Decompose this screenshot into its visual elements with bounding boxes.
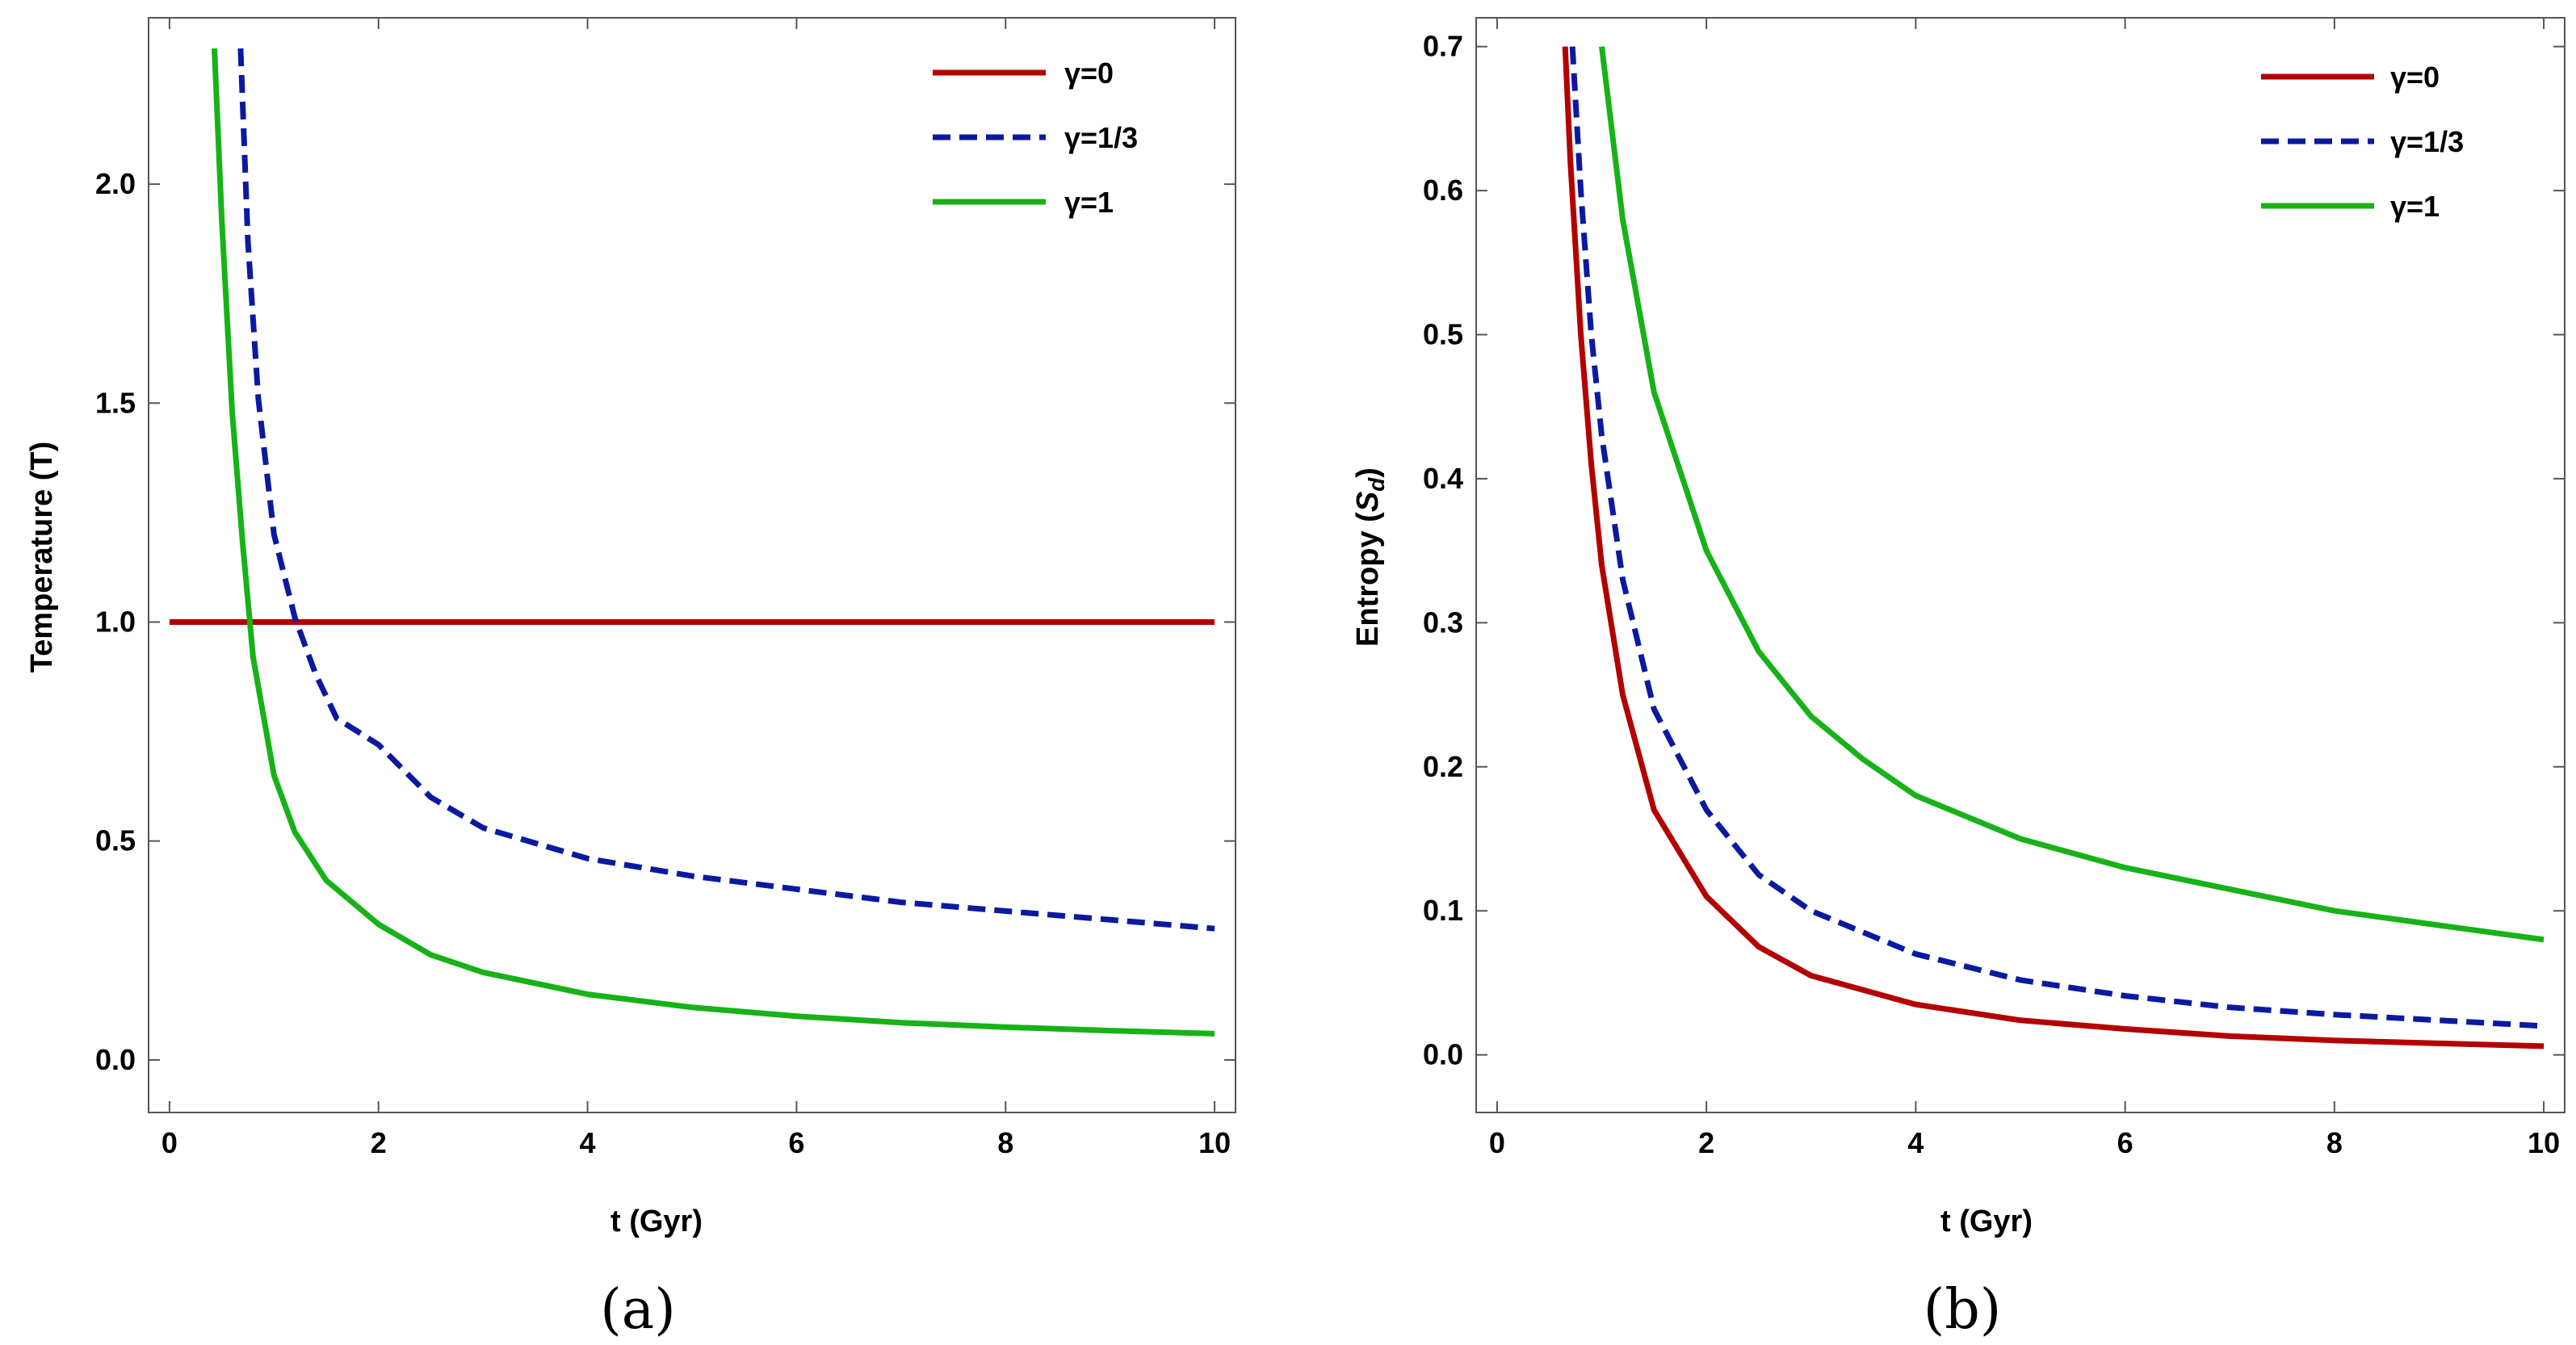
panel-caption-a: (a) xyxy=(600,1278,676,1342)
legend-label: γ=0 xyxy=(1064,57,1114,90)
x-tick-label: 0 xyxy=(162,1126,178,1159)
series-line-3 xyxy=(212,48,1215,1037)
x-tick-label: 6 xyxy=(788,1126,804,1159)
x-tick-label: 10 xyxy=(2528,1126,2560,1159)
x-tick-label: 6 xyxy=(2117,1126,2133,1159)
plot-frame xyxy=(148,17,1236,1113)
panel-b-entropy-chart: 0.0 0.1 0.2 0.3 0.4 0.5 0.6 0.7 0 2 4 6 8 10 γ=0 γ=1/… xyxy=(1351,17,2566,1342)
x-tick-label: 0 xyxy=(1489,1126,1505,1159)
y-axis-label: Temperature (T) xyxy=(25,442,59,672)
panel-caption-b: (b) xyxy=(1924,1278,2002,1342)
y-tick-label: 0.0 xyxy=(95,1043,136,1076)
y-tick-label: 1.0 xyxy=(95,605,136,639)
y-tick-label: 0.0 xyxy=(1423,1038,1463,1071)
x-tick-label: 4 xyxy=(580,1126,596,1159)
series-lines xyxy=(169,48,1215,1037)
legend-label: γ=1/3 xyxy=(1064,121,1138,154)
legend-label: γ=0 xyxy=(2390,61,2440,94)
series-lines xyxy=(1562,46,2545,1050)
legend: γ=0 γ=1/3 γ=1 xyxy=(2261,61,2464,223)
panel-a-temperature-chart: 0.0 0.5 1.0 1.5 2.0 0 2 4 6 8 10 γ=0 γ=1/3 γ=1 t (G… xyxy=(25,17,1236,1342)
x-axis-label: t (Gyr) xyxy=(610,1205,703,1238)
x-tick-label: 8 xyxy=(997,1126,1013,1159)
x-tick-label: 10 xyxy=(1198,1126,1231,1159)
y-ticks: 0.0 0.1 0.2 0.3 0.4 0.5 0.6 0.7 xyxy=(1423,30,2565,1071)
series-line-2 xyxy=(1569,46,2545,1029)
y-tick-label: 0.5 xyxy=(1423,318,1463,351)
y-axis-label: Entropy (Sd) xyxy=(1351,467,1389,647)
x-tick-label: 8 xyxy=(2326,1126,2343,1159)
y-ticks: 0.0 0.5 1.0 1.5 2.0 xyxy=(95,167,1236,1076)
plot-frame xyxy=(1475,17,2566,1113)
y-axis-label-close: ) xyxy=(1351,467,1385,478)
x-axis-label: t (Gyr) xyxy=(1940,1205,2033,1238)
y-tick-label: 0.6 xyxy=(1423,174,1463,207)
series-line-3 xyxy=(1599,46,2545,943)
y-tick-label: 0.7 xyxy=(1423,30,1463,63)
legend: γ=0 γ=1/3 γ=1 xyxy=(933,57,1138,219)
x-tick-label: 2 xyxy=(371,1126,387,1159)
legend-label: γ=1 xyxy=(1064,186,1114,219)
y-axis-label-text: Entropy ( xyxy=(1351,512,1385,647)
x-ticks: 0 2 4 6 8 10 xyxy=(1489,18,2560,1159)
y-axis-label-subscript: d xyxy=(1364,477,1389,492)
legend-label: γ=1 xyxy=(2390,190,2440,223)
x-tick-label: 4 xyxy=(1907,1126,1924,1159)
x-tick-label: 2 xyxy=(1698,1126,1714,1159)
y-tick-label: 0.2 xyxy=(1423,750,1463,783)
y-axis-label-symbol: S xyxy=(1351,492,1385,512)
y-tick-label: 0.1 xyxy=(1423,894,1463,927)
series-line-2 xyxy=(237,48,1215,932)
y-tick-label: 0.5 xyxy=(95,824,136,857)
y-tick-label: 2.0 xyxy=(95,167,136,200)
y-tick-label: 0.4 xyxy=(1423,462,1463,495)
series-line-1 xyxy=(1562,46,2545,1050)
y-tick-label: 1.5 xyxy=(95,386,136,419)
x-ticks: 0 2 4 6 8 10 xyxy=(162,18,1231,1159)
y-tick-label: 0.3 xyxy=(1423,605,1463,639)
legend-label: γ=1/3 xyxy=(2390,125,2464,158)
